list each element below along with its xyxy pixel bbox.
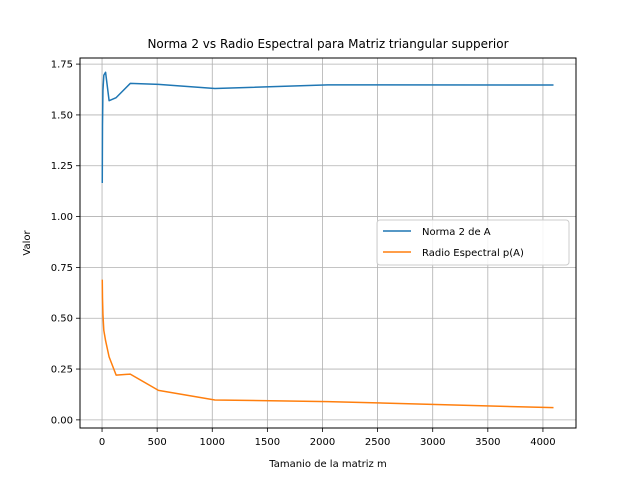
legend-label-norma: Norma 2 de A	[422, 227, 491, 238]
x-tick-label: 2500	[365, 437, 390, 448]
series-group	[101, 71, 554, 409]
y-tick-label: 0.25	[51, 365, 73, 376]
chart-title: Norma 2 vs Radio Espectral para Matriz t…	[147, 37, 508, 51]
series-line-1	[101, 279, 554, 409]
x-tick-label: 2000	[310, 437, 335, 448]
y-tick-label: 1.25	[51, 161, 73, 172]
x-tick-label: 4000	[530, 437, 555, 448]
series-line-0	[101, 71, 554, 184]
axis-ticks: 0 500 1000 1500 2000 2500 3000 3500 4000 0.00 0.25…	[51, 60, 556, 448]
y-tick-label: 1.50	[51, 110, 73, 121]
y-axis-label: Valor	[22, 230, 33, 256]
y-tick-label: 0.00	[51, 415, 73, 426]
legend: Norma 2 de A Radio Espectral p(A)	[376, 219, 570, 266]
x-axis-label: Tamanio de la matriz m	[268, 459, 386, 470]
legend-box	[376, 219, 570, 266]
x-tick-label: 3000	[420, 437, 445, 448]
y-tick-label: 0.50	[51, 314, 73, 325]
legend-label-radio: Radio Espectral p(A)	[422, 248, 524, 259]
x-tick-label: 3500	[475, 437, 500, 448]
y-tick-label: 1.00	[51, 212, 73, 223]
x-tick-label: 1500	[255, 437, 280, 448]
plot-frame	[79, 57, 577, 429]
y-tick-label: 1.75	[51, 60, 73, 71]
y-tick-label: 0.75	[51, 263, 73, 274]
x-tick-label: 1000	[200, 437, 225, 448]
x-tick-label: 0	[99, 437, 105, 448]
x-tick-label: 500	[148, 437, 167, 448]
